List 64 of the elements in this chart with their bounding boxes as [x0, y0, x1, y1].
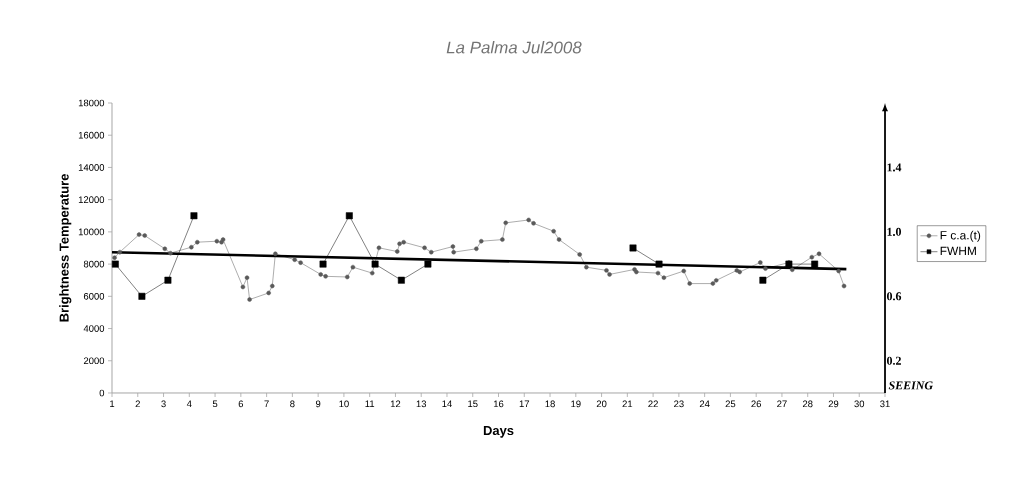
point: [397, 276, 405, 284]
point: [655, 260, 663, 268]
x-tick-label: 10: [339, 400, 349, 408]
x-tick-label: 19: [571, 400, 581, 408]
x-tick-label: 15: [468, 400, 478, 408]
legend-label: F c.a.(t): [940, 230, 981, 242]
x-tick-label: 24: [699, 400, 710, 408]
legend-label: FWHM: [940, 246, 976, 256]
x-tick-label: 23: [674, 400, 684, 408]
point: [138, 292, 146, 300]
x-axis-title: Days: [483, 426, 514, 438]
x-tick-label: 14: [442, 400, 452, 408]
point: [319, 260, 327, 268]
x-tick-label: 7: [264, 400, 269, 408]
x-tick-label: 2: [135, 400, 140, 408]
y-axis-title: Brightness Temperature: [59, 174, 72, 322]
x-tick-label: 26: [751, 400, 762, 408]
point: [111, 260, 119, 268]
x-tick-label: 11: [365, 400, 375, 408]
y-tick-label: 10000: [78, 228, 105, 236]
point: [345, 212, 353, 220]
x-tick-label: 28: [802, 400, 813, 408]
y-tick-label: 12000: [78, 196, 105, 204]
x-tick-label: 1: [110, 400, 115, 408]
y2-tick-label: 1.4: [887, 163, 902, 172]
x-tick-label: 5: [212, 400, 218, 408]
x-tick-label: 17: [519, 400, 530, 408]
x-tick-label: 13: [416, 400, 427, 408]
x-tick-label: 30: [854, 400, 865, 408]
y-tick-label: 4000: [83, 325, 105, 332]
y2-tick-label: 0.6: [886, 292, 902, 301]
x-tick-label: 8: [290, 400, 295, 408]
x-tick-label: 6: [238, 400, 244, 408]
y-tick-label: 8000: [83, 260, 105, 268]
point: [164, 276, 172, 284]
x-tick-label: 18: [545, 400, 555, 408]
x-tick-label: 29: [828, 400, 839, 408]
x-tick-label: 9: [315, 400, 321, 408]
point: [190, 212, 198, 220]
x-tick-label: 12: [390, 400, 401, 408]
x-tick-label: 27: [777, 400, 787, 408]
y-tick-label: 18000: [78, 99, 105, 107]
point: [759, 276, 767, 284]
x-tick-label: 25: [725, 400, 736, 408]
y2-tick-label: 1.0: [887, 227, 902, 236]
x-tick-label: 16: [493, 400, 504, 408]
chart-title: La Palma Jul2008: [446, 41, 582, 54]
x-tick-label: 22: [648, 400, 658, 408]
y-tick-label: 14000: [78, 164, 105, 171]
y-tick-label: 6000: [83, 292, 105, 300]
y-tick-label: 16000: [78, 131, 105, 139]
point: [424, 260, 432, 268]
point: [629, 244, 637, 252]
x-tick-label: 31: [880, 400, 890, 408]
x-tick-label: 4: [186, 400, 192, 408]
point: [811, 260, 819, 268]
x-tick-label: 21: [622, 400, 633, 408]
point: [371, 260, 379, 268]
y-tick-label: 2000: [83, 357, 105, 365]
x-tick-label: 20: [596, 400, 607, 408]
y2-axis-title: SEEING: [888, 381, 933, 390]
x-tick-label: 3: [161, 400, 166, 408]
y2-tick-label: 0.2: [886, 356, 901, 365]
y-tick-label: 0: [99, 389, 105, 397]
